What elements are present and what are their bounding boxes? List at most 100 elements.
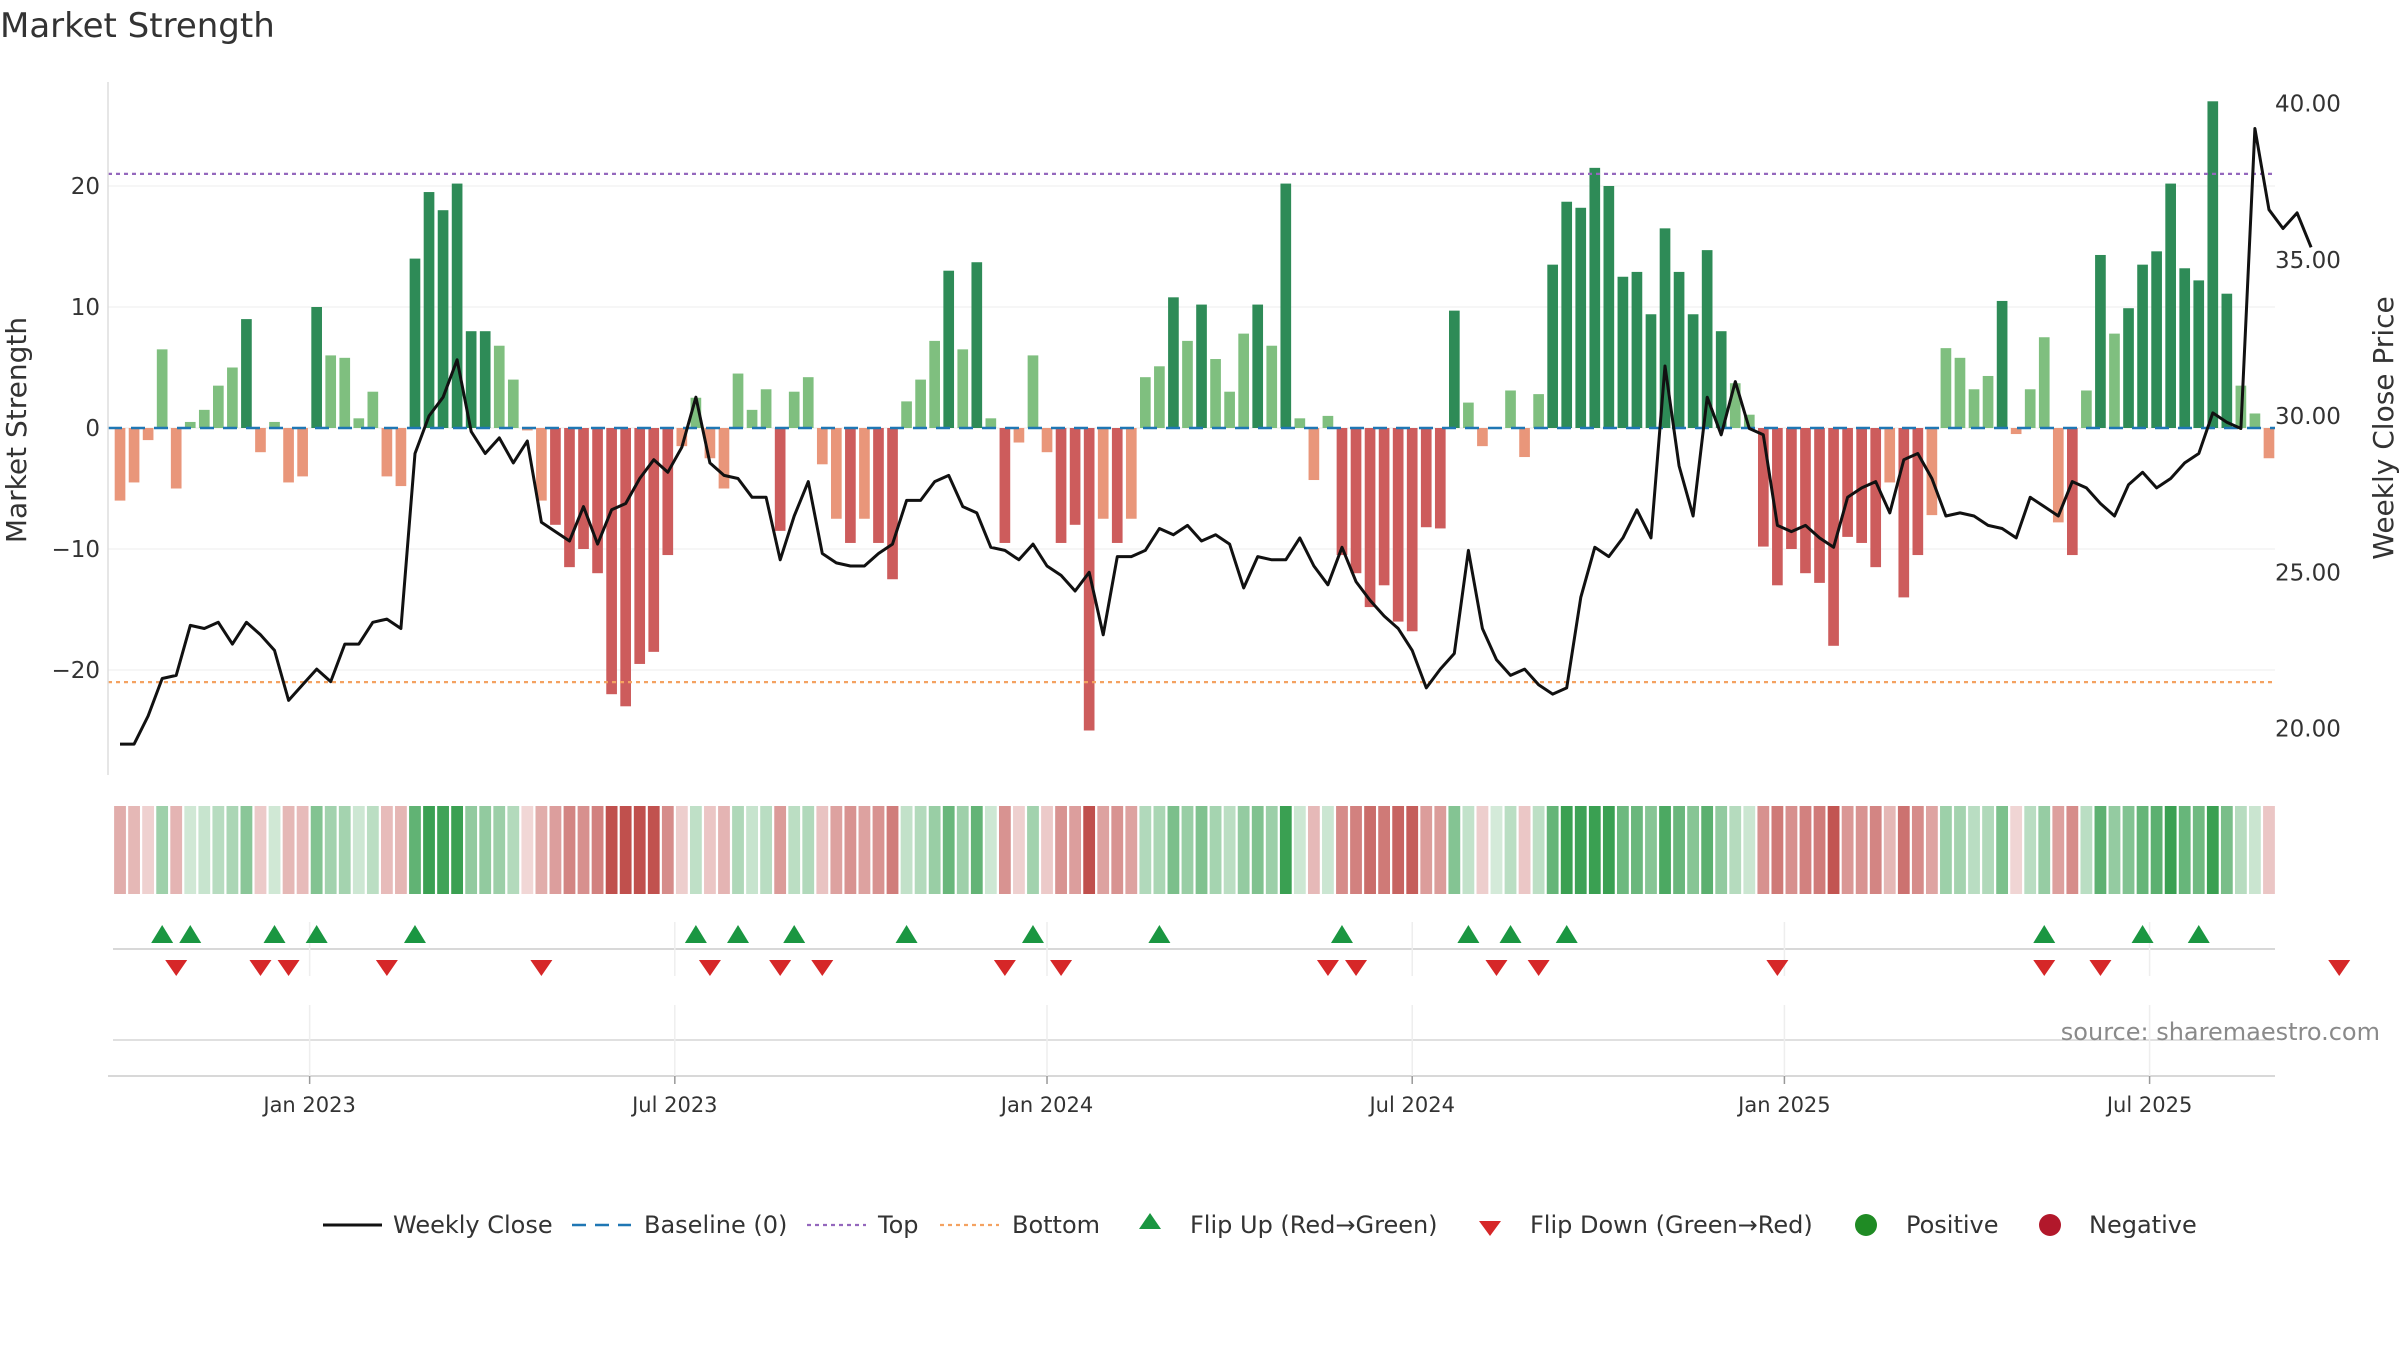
heat-cell [1420,806,1433,894]
heat-cell [1223,806,1236,894]
strength-bar [1800,428,1811,574]
heat-cell [1532,806,1545,894]
strength-bar [2081,390,2092,428]
heat-cell [816,806,829,894]
legend-label-negative: Negative [2089,1211,2197,1239]
strength-bar [1168,297,1179,428]
strength-bar [1125,428,1137,519]
strength-bar [1210,359,1221,428]
flip-down-marker [698,960,721,976]
strength-bar [213,385,224,428]
strength-bar [732,373,744,428]
strength-bar [774,428,786,531]
strength-bar [1645,314,1657,428]
legend-label-positive: Positive [1906,1211,1999,1239]
flip-up-marker [1499,925,1522,943]
heat-cell [2263,806,2275,894]
strength-bar [873,428,884,543]
heat-cell [1715,806,1728,894]
date-tick-label: Jan 2025 [1736,1093,1831,1117]
heat-cell [1813,806,1826,894]
strength-bar [957,349,969,428]
flip-up-marker [179,925,202,943]
strength-bar [2207,101,2219,429]
heat-cell [1055,806,1067,894]
strength-bar [1280,183,1292,428]
heat-cell [465,806,478,894]
y-right-tick-label: 30.00 [2275,404,2341,430]
strength-bar [1842,428,1853,537]
heat-cell [2052,806,2065,894]
strength-bar [1617,276,1629,428]
heat-cell [535,806,548,894]
heat-cell [493,806,506,894]
strength-bar [1406,428,1418,632]
heat-cell [633,806,646,894]
flip-down-marker [1485,960,1508,976]
strength-bar [1111,428,1123,543]
strength-bar [1336,428,1348,556]
heat-cell [2080,806,2093,894]
date-tick-label: Jul 2024 [1367,1093,1454,1117]
heat-cell [1546,806,1559,894]
strength-bar [606,428,617,695]
heat-cell [647,806,660,894]
heat-cell [1897,806,1910,894]
y-left-tick-label: 20 [71,174,100,200]
heat-cell [507,806,520,894]
strength-bar [1013,428,1025,443]
strength-bar [1743,414,1755,428]
heat-cell [1322,806,1334,894]
strength-bar [269,421,280,428]
strength-bar [971,262,983,428]
heat-cell [2206,806,2219,894]
strength-bar [170,428,182,489]
strength-bar [788,391,800,428]
y-right-tick-label: 25.00 [2275,560,2341,586]
strength-bar [1041,428,1053,453]
heat-cell [605,806,618,894]
legend-label-weekly-close: Weekly Close [393,1211,553,1239]
heat-cell [2249,806,2261,894]
heat-cell [1083,806,1096,894]
heat-cell [1490,806,1503,894]
strength-bar [831,428,842,519]
strength-bar [985,418,997,428]
flip-up-marker [1457,925,1480,943]
weekly-close-series [120,127,2313,746]
strength-bar [2165,183,2176,428]
strength-bar [1505,390,1516,428]
date-axis: Jan 2023 Jul 2023 Jan 2024 Jul 2024 Jan 2025… [261,1076,2192,1117]
strength-bar [1968,389,1980,428]
strength-bar [2137,264,2148,428]
heat-cell [1673,806,1685,894]
heat-cell [1195,806,1208,894]
heat-cell [1027,806,1039,894]
heat-cell [184,806,197,894]
heat-cell [1631,806,1643,894]
strength-bar [2151,251,2162,428]
heat-cell [1434,806,1447,894]
heat-cell [872,806,885,894]
strength-bars [114,101,2275,731]
flip-up-marker [2131,925,2154,943]
strength-bar [816,428,828,465]
flip-down-marker [2328,960,2351,976]
y-left-tick-label: −10 [51,537,100,563]
strength-bar [1364,428,1376,608]
strength-bar [184,421,196,428]
heat-cell [1757,806,1770,894]
strength-bar [1294,418,1306,428]
heat-cell [689,806,702,894]
strength-bar [662,428,674,556]
strength-bar [451,183,463,428]
heat-cell [984,806,997,894]
flip-up-marker [2187,925,2210,943]
strength-bar [1603,186,1615,428]
strength-bar [760,389,772,428]
heat-cell [1982,806,1994,894]
strength-bar [1729,383,1741,428]
flip-down-marker [1345,960,1368,976]
strength-bar [1687,314,1699,428]
legend-label-flip-down: Flip Down (Green→Red) [1530,1211,1813,1239]
